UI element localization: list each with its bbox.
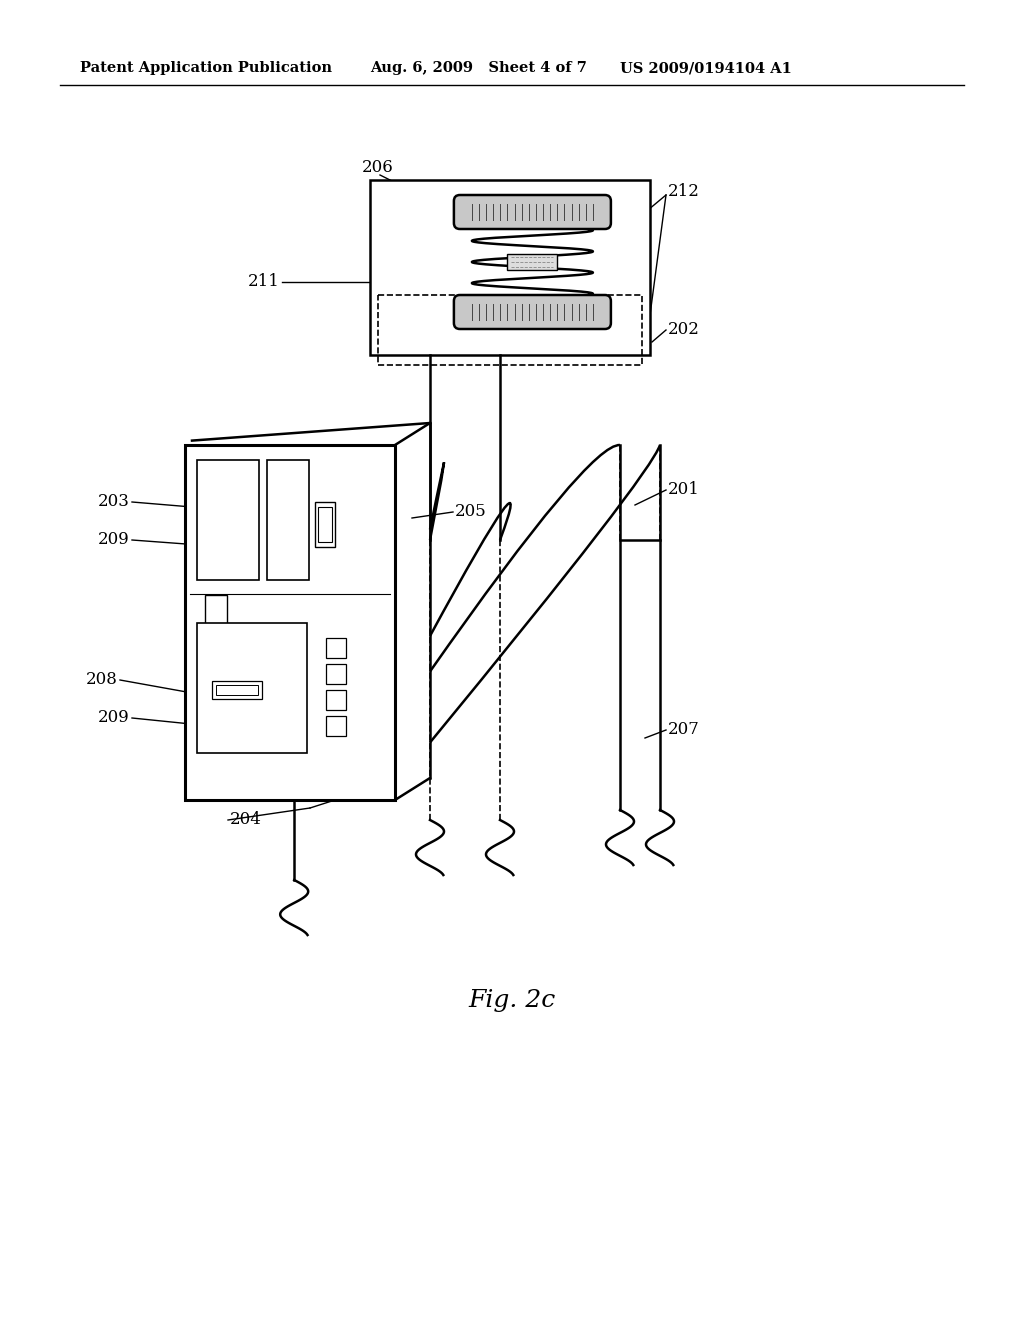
Text: 201: 201 [668, 482, 699, 499]
Bar [205, 595, 227, 627]
Text: 204: 204 [230, 812, 262, 829]
Text: 211: 211 [248, 273, 280, 290]
FancyBboxPatch shape [454, 294, 611, 329]
Bar [315, 502, 335, 546]
Text: 203: 203 [98, 494, 130, 511]
Text: 212: 212 [668, 183, 699, 201]
Text: 207: 207 [668, 722, 699, 738]
Text: US 2009/0194104 A1: US 2009/0194104 A1 [620, 61, 792, 75]
FancyBboxPatch shape [454, 195, 611, 228]
Bar [326, 638, 346, 657]
Bar [318, 507, 332, 543]
Bar [216, 685, 258, 696]
Bar [508, 253, 557, 271]
Bar [370, 180, 650, 355]
Text: 209: 209 [98, 710, 130, 726]
Bar [326, 664, 346, 684]
Bar [197, 623, 307, 752]
Bar [326, 689, 346, 710]
Bar [197, 459, 259, 579]
Text: 208: 208 [86, 672, 118, 689]
Bar [378, 294, 642, 366]
Text: 202: 202 [668, 322, 699, 338]
Bar [326, 715, 346, 735]
Text: Aug. 6, 2009   Sheet 4 of 7: Aug. 6, 2009 Sheet 4 of 7 [370, 61, 587, 75]
Bar [212, 681, 262, 700]
Text: 209: 209 [98, 532, 130, 549]
Bar [267, 459, 309, 579]
Text: Fig. 2c: Fig. 2c [468, 989, 556, 1011]
Text: 205: 205 [455, 503, 486, 520]
Text: Patent Application Publication: Patent Application Publication [80, 61, 332, 75]
Bar [185, 445, 395, 800]
Text: 206: 206 [362, 160, 394, 177]
